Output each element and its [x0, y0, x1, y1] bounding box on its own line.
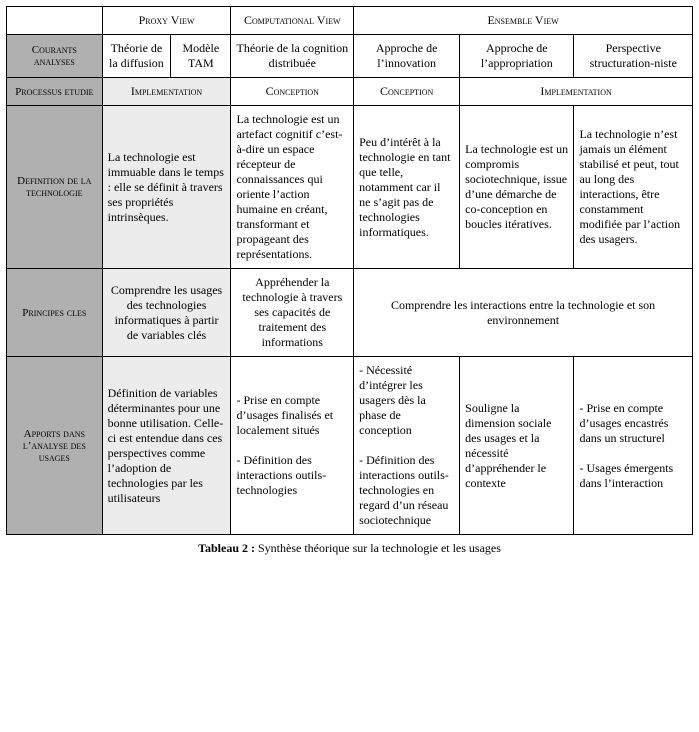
header-proxy-view: Proxy View — [102, 7, 231, 35]
cell-approche-innovation: Approche de l’innovation — [354, 35, 460, 78]
caption-label: Tableau 2 : — [198, 541, 255, 555]
cell-processus-conception2: Conception — [354, 78, 460, 106]
row-header-apports: Apports dans l’analyse des usages — [7, 357, 103, 535]
row-header-courants: Courants analyses — [7, 35, 103, 78]
cell-def-ensemble2: La technologie est un compromis sociotec… — [460, 106, 574, 269]
cell-def-computational: La technologie est un artefact cognitif … — [231, 106, 354, 269]
cell-processus-conception1: Conception — [231, 78, 354, 106]
cell-apports-proxy: Définition de variables déterminantes po… — [102, 357, 231, 535]
cell-def-ensemble1: Peu d’intérêt à la technologie en tant q… — [354, 106, 460, 269]
empty-top-left-cell — [7, 7, 103, 35]
cell-def-ensemble3: La technologie n’est jamais un élément s… — [574, 106, 693, 269]
cell-princ-proxy: Comprendre les usages des technologies i… — [102, 269, 231, 357]
cell-perspective-struct: Perspective structuration-niste — [574, 35, 693, 78]
cell-apports-ensemble3: - Prise en compte d’usages encastrés dan… — [574, 357, 693, 535]
cell-theorie-cognition: Théorie de la cognition distribuée — [231, 35, 354, 78]
cell-approche-appropriation: Approche de l’appropriation — [460, 35, 574, 78]
cell-modele-tam: Modèle TAM — [171, 35, 231, 78]
caption-text: Synthèse théorique sur la technologie et… — [255, 541, 501, 555]
cell-processus-impl1: Implementation — [102, 78, 231, 106]
cell-def-proxy: La technologie est immuable dans le temp… — [102, 106, 231, 269]
cell-processus-impl2: Implementation — [460, 78, 693, 106]
cell-apports-ensemble2: Souligne la dimension sociale des usages… — [460, 357, 574, 535]
cell-princ-computational: Appréhender la technologie à travers ses… — [231, 269, 354, 357]
cell-apports-computational: - Prise en compte d’usages finalisés et … — [231, 357, 354, 535]
cell-apports-ensemble1: - Nécessité d’intégrer les usagers dès l… — [354, 357, 460, 535]
row-header-definition: Definition de la technologie — [7, 106, 103, 269]
table-caption: Tableau 2 : Synthèse théorique sur la te… — [6, 541, 693, 556]
header-ensemble-view: Ensemble View — [354, 7, 693, 35]
row-header-principes: Principes cles — [7, 269, 103, 357]
cell-theorie-diffusion: Théorie de la diffusion — [102, 35, 171, 78]
synthesis-table: Proxy View Computational View Ensemble V… — [6, 6, 693, 535]
header-computational-view: Computational View — [231, 7, 354, 35]
cell-princ-ensemble: Comprendre les interactions entre la tec… — [354, 269, 693, 357]
row-header-processus: Processus etudie — [7, 78, 103, 106]
